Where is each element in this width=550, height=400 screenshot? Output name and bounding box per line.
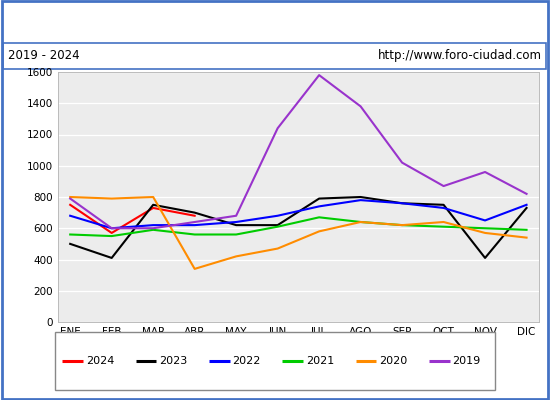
Text: Evolucion Nº Turistas Extranjeros en el municipio de Silla: Evolucion Nº Turistas Extranjeros en el … — [39, 14, 512, 28]
Text: http://www.foro-ciudad.com: http://www.foro-ciudad.com — [378, 49, 542, 62]
Text: 2019: 2019 — [453, 356, 481, 366]
Text: 2024: 2024 — [86, 356, 114, 366]
Text: 2023: 2023 — [159, 356, 188, 366]
Text: 2020: 2020 — [379, 356, 408, 366]
Text: 2019 - 2024: 2019 - 2024 — [8, 49, 80, 62]
Text: 2021: 2021 — [306, 356, 334, 366]
Text: 2022: 2022 — [233, 356, 261, 366]
